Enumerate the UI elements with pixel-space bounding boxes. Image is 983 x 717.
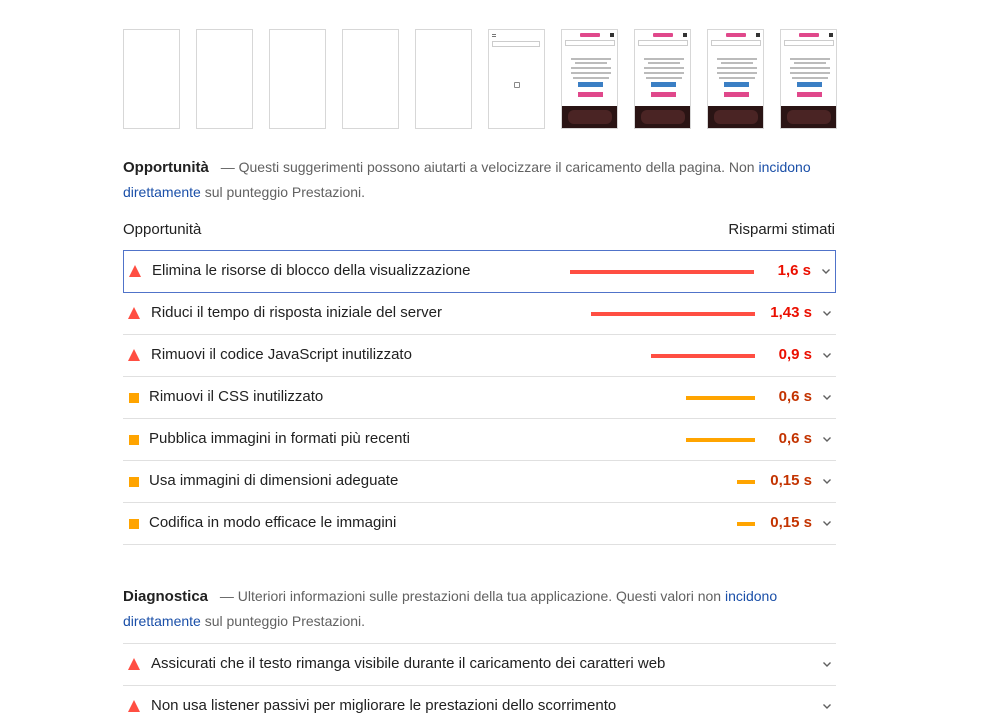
- diagnostics-list: Assicurati che il testo rimanga visibile…: [123, 643, 836, 717]
- opportunities-header: Opportunità — Questi suggerimenti posson…: [123, 155, 836, 205]
- opportunities-desc-suffix: sul punteggio Prestazioni.: [200, 184, 366, 200]
- savings-value: 0,6 s: [778, 388, 812, 405]
- average-square-icon: [128, 391, 139, 403]
- opportunity-title: Usa immagini di dimensioni adeguate: [149, 472, 399, 489]
- savings-bar: [686, 396, 755, 400]
- savings-value: 0,6 s: [778, 430, 812, 447]
- average-square-icon: [128, 517, 139, 529]
- filmstrip-frame: [196, 29, 253, 129]
- diag-learn-more-link-2[interactable]: direttamente: [123, 613, 201, 629]
- filmstrip-frame: [488, 29, 545, 129]
- chevron-down-icon[interactable]: [821, 307, 833, 319]
- savings-bar: [737, 480, 755, 484]
- fail-triangle-icon: [129, 265, 141, 277]
- fail-triangle-icon: [128, 658, 140, 670]
- opportunities-list: Elimina le risorse di blocco della visua…: [123, 250, 836, 545]
- chevron-down-icon[interactable]: [821, 658, 833, 670]
- savings-bar: [737, 522, 755, 526]
- savings-bar: [651, 354, 755, 358]
- opportunity-title: Codifica in modo efficace le immagini: [149, 514, 397, 531]
- fail-triangle-icon: [128, 349, 140, 361]
- savings-bar: [591, 312, 755, 316]
- opportunities-title: Opportunità: [123, 159, 209, 176]
- savings-value: 0,15 s: [770, 514, 812, 531]
- diagnostic-title: Assicurati che il testo rimanga visibile…: [151, 655, 666, 672]
- fail-triangle-icon: [128, 700, 140, 712]
- opportunity-row[interactable]: Codifica in modo efficace le immagini 0,1…: [123, 503, 836, 545]
- learn-more-link-2[interactable]: direttamente: [123, 184, 201, 200]
- chevron-down-icon[interactable]: [821, 349, 833, 361]
- filmstrip-frame: [780, 29, 837, 129]
- column-savings-label: Risparmi stimati: [728, 221, 835, 238]
- opportunity-title: Rimuovi il CSS inutilizzato: [149, 388, 324, 405]
- filmstrip-frame: [123, 29, 180, 129]
- filmstrip-frame: [342, 29, 399, 129]
- opportunities-desc-prefix: — Questi suggerimenti possono aiutarti a…: [220, 159, 759, 175]
- savings-value: 0,9 s: [778, 346, 812, 363]
- chevron-down-icon[interactable]: [821, 475, 833, 487]
- column-opportunity-label: Opportunità: [123, 221, 202, 238]
- chevron-down-icon[interactable]: [821, 433, 833, 445]
- filmstrip-frame: [415, 29, 472, 129]
- chevron-down-icon[interactable]: [821, 391, 833, 403]
- fail-triangle-icon: [128, 307, 140, 319]
- diagnostic-title: Non usa listener passivi per migliorare …: [151, 697, 617, 714]
- average-square-icon: [128, 475, 139, 487]
- opportunity-row[interactable]: Rimuovi il CSS inutilizzato 0,6 s: [123, 377, 836, 419]
- diagnostic-row[interactable]: Non usa listener passivi per migliorare …: [123, 686, 836, 717]
- savings-value: 1,6 s: [777, 262, 811, 279]
- diag-learn-more-link[interactable]: incidono: [724, 588, 778, 604]
- diagnostics-desc-prefix: — Ulteriori informazioni sulle prestazio…: [219, 588, 725, 604]
- opportunity-row[interactable]: Rimuovi il codice JavaScript inutilizzat…: [123, 335, 836, 377]
- opportunity-row[interactable]: Usa immagini di dimensioni adeguate 0,15 …: [123, 461, 836, 503]
- savings-value: 0,15 s: [770, 472, 812, 489]
- filmstrip-frame: [269, 29, 326, 129]
- filmstrip: [123, 29, 837, 129]
- filmstrip-frame: [634, 29, 691, 129]
- savings-bar: [686, 438, 755, 442]
- opportunity-row[interactable]: Riduci il tempo di risposta iniziale del…: [123, 293, 836, 335]
- diagnostics-header: Diagnostica — Ulteriori informazioni sul…: [123, 584, 836, 634]
- opportunity-row[interactable]: Elimina le risorse di blocco della visua…: [123, 250, 836, 293]
- filmstrip-frame: [707, 29, 764, 129]
- diagnostic-row[interactable]: Assicurati che il testo rimanga visibile…: [123, 644, 836, 686]
- opportunities-column-header: Opportunità Risparmi stimati: [123, 221, 836, 243]
- opportunity-title: Elimina le risorse di blocco della visua…: [152, 262, 471, 279]
- opportunity-row[interactable]: Pubblica immagini in formati più recenti…: [123, 419, 836, 461]
- savings-bar: [570, 270, 754, 274]
- chevron-down-icon[interactable]: [821, 517, 833, 529]
- average-square-icon: [128, 433, 139, 445]
- opportunity-title: Pubblica immagini in formati più recenti: [149, 430, 410, 447]
- chevron-down-icon[interactable]: [820, 265, 832, 277]
- chevron-down-icon[interactable]: [821, 700, 833, 712]
- diagnostics-title: Diagnostica: [123, 588, 209, 605]
- diagnostics-desc-suffix: sul punteggio Prestazioni.: [200, 613, 366, 629]
- opportunity-title: Riduci il tempo di risposta iniziale del…: [151, 304, 442, 321]
- opportunity-title: Rimuovi il codice JavaScript inutilizzat…: [151, 346, 412, 363]
- learn-more-link[interactable]: incidono: [758, 159, 811, 175]
- filmstrip-frame: [561, 29, 618, 129]
- savings-value: 1,43 s: [770, 304, 812, 321]
